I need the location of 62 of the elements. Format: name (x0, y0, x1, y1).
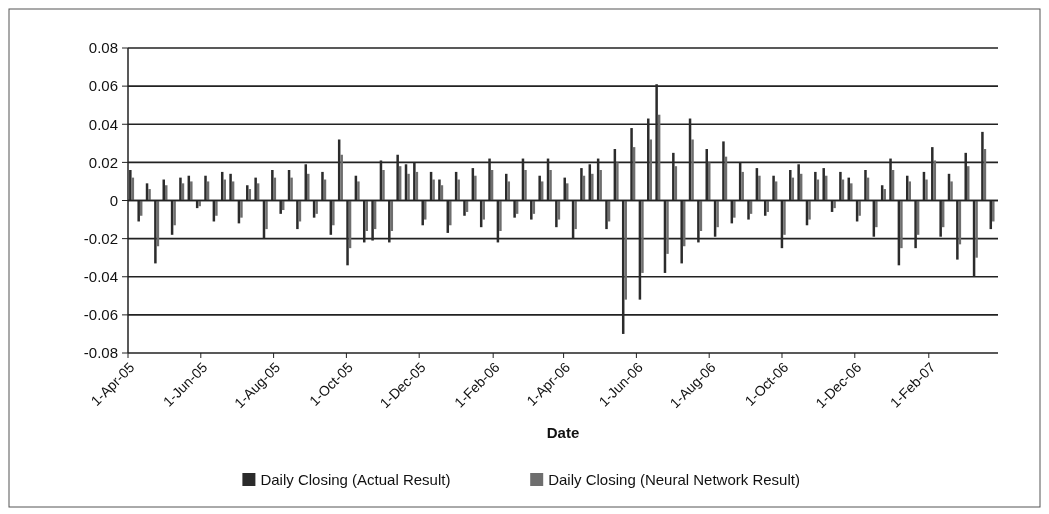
y-tick-label: 0.04 (88, 115, 118, 133)
bar (992, 200, 995, 222)
bar (975, 200, 978, 258)
bar (549, 170, 552, 201)
bar (850, 183, 853, 201)
bar (908, 181, 911, 201)
bar (482, 200, 485, 220)
y-tick-label: -0.06 (83, 306, 118, 324)
y-tick-label: 0 (109, 191, 118, 209)
bar (766, 200, 769, 212)
bar (858, 200, 861, 216)
bar (716, 200, 719, 228)
bar (691, 139, 694, 201)
bar (900, 200, 903, 249)
bar (883, 189, 886, 201)
bar (741, 171, 744, 201)
bar (340, 154, 343, 201)
bar (407, 173, 410, 201)
bar (457, 179, 460, 201)
bar (808, 200, 811, 220)
bar (708, 162, 711, 201)
bar (666, 200, 669, 254)
y-tick-label: 0.06 (88, 77, 118, 95)
bar (223, 179, 226, 201)
bar (499, 200, 502, 231)
y-tick-label: 0.02 (88, 153, 118, 171)
bar (365, 200, 368, 231)
bar (733, 200, 736, 218)
bar (758, 175, 761, 201)
bar (315, 200, 318, 214)
bar (474, 175, 477, 201)
bar (307, 173, 310, 201)
y-tick-label: -0.08 (83, 344, 118, 362)
bar (641, 200, 644, 273)
bar (173, 200, 176, 226)
bar (574, 200, 577, 230)
legend-label: Daily Closing (Neural Network Result) (548, 471, 800, 489)
bar (783, 200, 786, 235)
bar (524, 170, 527, 201)
bar (148, 189, 151, 201)
bar (616, 162, 619, 201)
bar (265, 200, 268, 230)
bar (624, 200, 627, 300)
bar (925, 179, 928, 201)
bar (950, 181, 953, 201)
y-tick-label: -0.04 (83, 268, 118, 285)
bar (290, 177, 293, 201)
legend-label: Daily Closing (Actual Result) (260, 471, 451, 489)
bar (190, 181, 193, 201)
bar (240, 200, 243, 218)
y-tick-label: 0.08 (88, 39, 118, 57)
bar (875, 200, 878, 228)
bar (382, 170, 385, 201)
bar (591, 173, 594, 201)
y-tick-label: -0.02 (83, 229, 118, 247)
bar (357, 181, 360, 201)
bar (599, 170, 602, 201)
bar (432, 179, 435, 201)
bar (215, 200, 218, 216)
bar (449, 200, 452, 226)
x-axis-title: Date (546, 424, 580, 441)
bar (332, 200, 335, 226)
